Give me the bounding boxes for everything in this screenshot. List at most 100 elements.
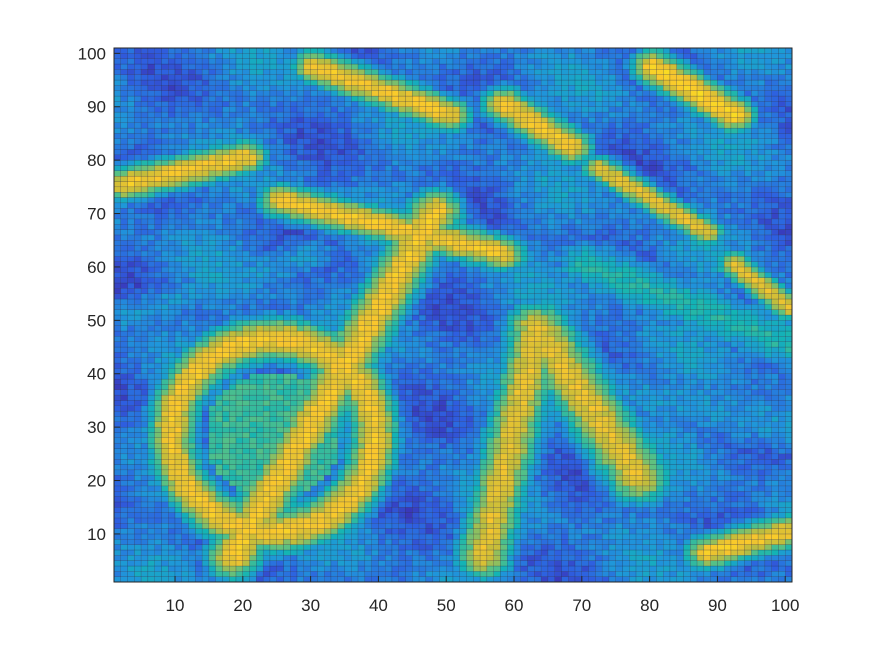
heatmap-cell [215,373,223,380]
heatmap-cell [385,117,393,123]
heatmap-cell [195,352,203,358]
heatmap-cell [378,138,386,145]
heatmap-cell [330,416,338,422]
heatmap-cell [405,523,413,529]
heatmap-cell [425,469,433,476]
heatmap-cell [276,143,284,150]
heatmap-cell [324,101,332,107]
heatmap-cell [188,245,196,252]
heatmap-cell [222,229,230,236]
heatmap-cell [140,266,149,273]
heatmap-cell [222,368,230,374]
heatmap-cell [412,410,420,417]
heatmap-cell [256,192,264,198]
heatmap-cell [201,528,210,535]
heatmap-cell [296,405,305,412]
heatmap-cell [229,197,237,204]
heatmap-cell [303,432,311,438]
heatmap-cell [168,528,176,535]
heatmap-cell [208,448,216,455]
heatmap-cell [310,491,318,497]
heatmap-cell [351,143,359,150]
heatmap-cell [195,549,203,556]
heatmap-cell [195,53,203,59]
heatmap-cell [303,528,311,535]
heatmap-cell [330,202,338,209]
heatmap-cell [324,208,332,214]
heatmap-cell [344,117,352,123]
heatmap-cell [161,154,169,161]
heatmap-cell [222,485,230,492]
heatmap-cell [249,346,257,353]
heatmap-cell [439,218,447,225]
heatmap-cell [439,346,447,353]
heatmap-cell [120,389,128,396]
heatmap-cell [364,63,372,70]
heatmap-cell [181,362,189,369]
heatmap-cell [201,330,210,337]
heatmap-cell [120,501,128,508]
heatmap-cell [446,293,454,300]
heatmap-cell [432,213,440,220]
heatmap-cell [276,298,284,305]
heatmap-cell [344,256,352,262]
heatmap-cell [357,175,366,182]
heatmap-cell [154,154,162,161]
heatmap-cell [385,175,393,182]
heatmap-cell [147,352,155,358]
heatmap-cell [276,426,284,433]
heatmap-cell [188,523,196,529]
heatmap-cell [262,426,271,433]
heatmap-cell [330,475,338,481]
heatmap-cell [235,192,243,198]
heatmap-cell [324,47,332,54]
heatmap-cell [398,74,406,81]
heatmap-cell [120,133,128,139]
heatmap-cell [418,544,427,551]
heatmap-cell [303,202,311,209]
heatmap-cell [154,549,162,556]
heatmap-cell [113,192,121,198]
heatmap-cell [269,293,277,300]
heatmap-cell [391,224,399,230]
heatmap-cell [181,74,189,81]
heatmap-cell [256,272,264,278]
heatmap-cell [337,106,345,113]
heatmap-cell [242,117,250,123]
heatmap-cell [208,218,216,225]
heatmap-cell [398,373,406,380]
heatmap-cell [283,272,291,278]
heatmap-cell [242,555,250,561]
heatmap-cell [174,485,182,492]
heatmap-cell [113,496,121,503]
heatmap-cell [113,448,121,455]
heatmap-cell [242,293,250,300]
heatmap-cell [324,442,332,449]
heatmap-cell [412,272,420,278]
heatmap-cell [256,256,264,262]
heatmap-cell [412,288,420,294]
heatmap-cell [351,501,359,508]
heatmap-cell [242,192,250,198]
heatmap-cell [269,63,277,70]
heatmap-cell [310,480,318,487]
heatmap-cell [256,432,264,438]
heatmap-cell [188,234,196,241]
heatmap-cell [317,63,325,70]
heatmap-cell [303,266,311,273]
heatmap-cell [296,362,305,369]
heatmap-cell [432,464,440,471]
heatmap-cell [161,117,169,123]
heatmap-cell [330,149,338,155]
heatmap-cell [351,571,359,577]
heatmap-cell [147,79,155,86]
heatmap-cell [418,346,427,353]
heatmap-cell [134,410,142,417]
heatmap-cell [317,298,325,305]
heatmap-cell [317,410,325,417]
heatmap-cell [385,192,393,198]
heatmap-cell [412,138,420,145]
heatmap-cell [168,154,176,161]
heatmap-cell [134,480,142,487]
heatmap-cell [181,63,189,70]
